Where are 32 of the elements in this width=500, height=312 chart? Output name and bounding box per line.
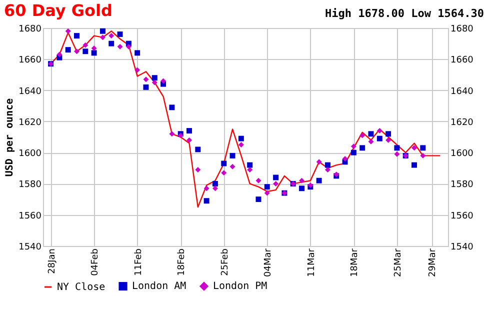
x-tick-label: 04Mar: [264, 248, 274, 277]
chart-title: 60 Day Gold: [4, 1, 112, 20]
x-tick-label: 29Mar: [428, 248, 438, 277]
y-tick-label: 1640: [18, 86, 42, 97]
y2-tick-label: 1620: [450, 118, 474, 128]
x-tick-label: 25Mar: [393, 248, 404, 277]
y-tick-label: 1620: [18, 118, 42, 128]
y-axis-title: USD per ounce: [4, 98, 16, 177]
y2-tick-label: 1560: [450, 211, 474, 222]
y-tick-label: 1680: [18, 24, 42, 34]
y-tick-label: 1660: [18, 56, 42, 66]
y2-tick-label: 1640: [450, 86, 474, 97]
y-tick-label: 1600: [18, 149, 42, 160]
y-tick-label: 1560: [18, 211, 42, 222]
x-tick-label: 18Mar: [350, 248, 360, 277]
chart-subtitle: High 1678.00 Low 1564.30: [325, 7, 484, 20]
x-tick-label: 25Feb: [220, 248, 230, 276]
y2-tick-label: 1600: [450, 149, 474, 160]
y2-tick-label: 1580: [450, 180, 474, 190]
x-tick-label: 04Feb: [90, 248, 101, 276]
y2-tick-label: 1540: [450, 242, 474, 252]
x-tick-label: 18Feb: [177, 248, 188, 276]
y2-tick-label: 1680: [450, 24, 474, 34]
x-tick-label: 11Feb: [134, 248, 144, 276]
x-tick-label: 28Jan: [47, 248, 58, 274]
legend-label: NY Close: [57, 282, 106, 293]
x-tick-label: 11Mar: [306, 248, 317, 277]
y-tick-label: 1580: [18, 180, 42, 190]
y-tick-label: 1540: [18, 242, 42, 252]
legend-label: London PM: [213, 281, 268, 292]
legend-label: London AM: [132, 281, 186, 292]
y2-tick-label: 1660: [450, 56, 474, 66]
